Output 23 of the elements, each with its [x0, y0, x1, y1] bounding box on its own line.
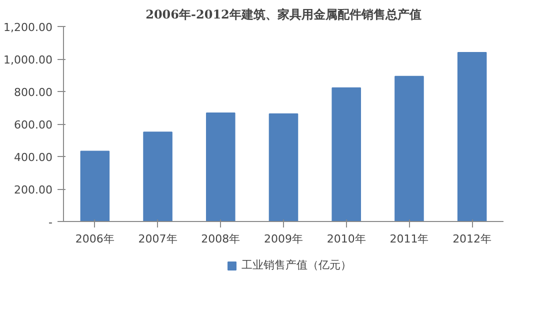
bar: [268, 113, 298, 222]
chart-title: 2006年-2012年建筑、家具用金属配件销售总产值: [146, 8, 422, 22]
bar: [394, 76, 424, 222]
y-tick-label: -: [48, 216, 53, 229]
bar: [457, 52, 487, 222]
y-tick-label: 600.00: [14, 118, 53, 132]
y-tick-label: 800.00: [14, 86, 53, 99]
x-tick-label: 2012年: [452, 232, 492, 246]
y-tick-label: 1,000.00: [4, 54, 52, 66]
x-tick-label: 2008年: [201, 232, 240, 246]
legend-label: 工业销售产值（亿元）: [242, 258, 352, 272]
y-tick-label: 200.00: [14, 184, 53, 196]
bar: [206, 112, 236, 222]
y-tick-label: 400.00: [14, 151, 53, 164]
x-tick-label: 2007年: [138, 232, 178, 246]
y-tick-label: 1,200.00: [4, 21, 52, 34]
x-tick-label: 2011年: [390, 232, 429, 246]
bar: [80, 150, 110, 222]
x-tick-label: 2009年: [264, 232, 304, 246]
x-tick-label: 2006年: [75, 232, 114, 246]
bar: [332, 87, 361, 222]
bar: [143, 132, 172, 222]
x-tick-label: 2010年: [326, 232, 366, 246]
